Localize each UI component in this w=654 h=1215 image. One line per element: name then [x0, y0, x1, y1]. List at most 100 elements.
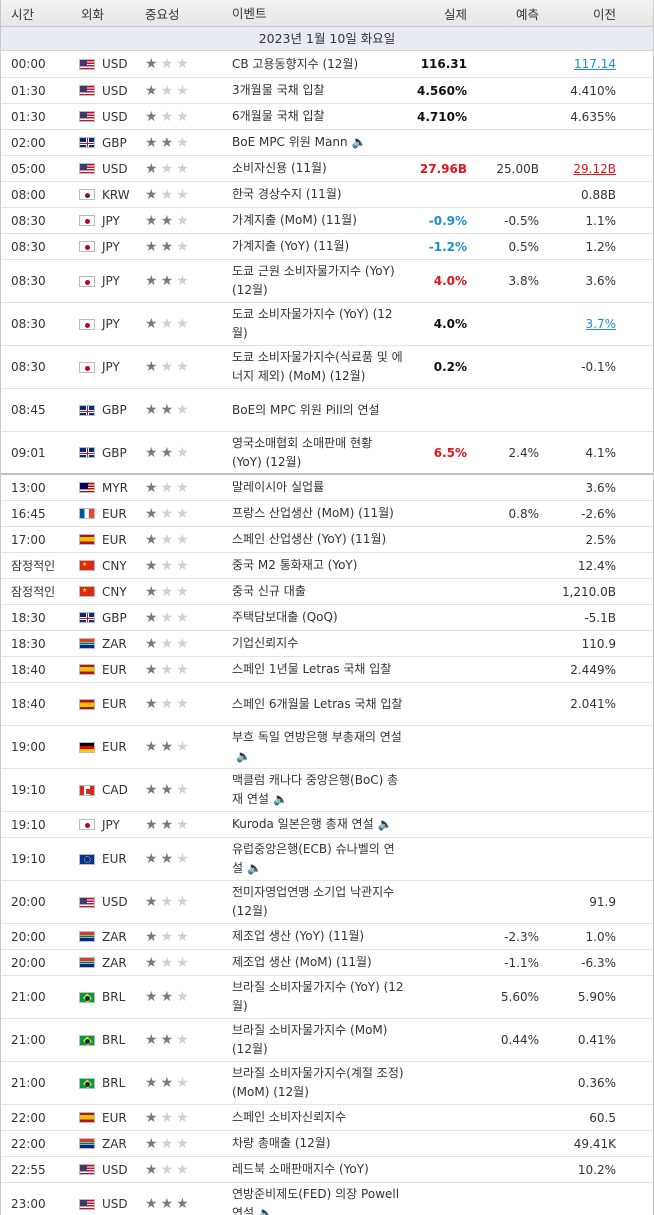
event-name[interactable]: 브라질 소비자물가지수(계절 조정) (MoM) (12월): [232, 1066, 404, 1099]
event-cell[interactable]: 가계지출 (YoY) (11월): [223, 237, 405, 256]
previous-value-text[interactable]: 29.12B: [573, 161, 616, 176]
event-name[interactable]: 소비자신용 (11월): [232, 161, 327, 175]
event-name[interactable]: 제조업 생산 (YoY) (11월): [232, 929, 365, 943]
table-row[interactable]: 23:00 USD ★ ★ ★ 연방준비제도(FED) 의장 Powell 연설 🔈: [1, 1183, 653, 1215]
table-row[interactable]: 19:10 CAD ★ ★ ★ 맥클럼 캐나다 중앙은행(BoC) 총재 연설 🔈: [1, 769, 653, 812]
event-name[interactable]: 한국 경상수지 (11월): [232, 187, 342, 201]
event-name[interactable]: 스페인 소비자신뢰지수: [232, 1110, 347, 1124]
event-name[interactable]: 도쿄 소비자물가지수(식료품 및 에너지 제외) (MoM) (12월): [232, 350, 403, 383]
event-cell[interactable]: 맥클럼 캐나다 중앙은행(BoC) 총재 연설 🔈: [223, 771, 405, 809]
event-name[interactable]: 레드북 소매판매지수 (YoY): [232, 1162, 369, 1176]
table-row[interactable]: 18:40 EUR ★ ★ ★ 스페인 6개월물 Letras 국채 입찰 2.041%: [1, 683, 653, 726]
event-name[interactable]: 스페인 6개월물 Letras 국채 입찰: [232, 696, 403, 711]
table-row[interactable]: 잠정적인 ★ CNY ★ ★ ★ 중국 M2 통화재고 (YoY) 12.4%: [1, 553, 653, 579]
event-cell[interactable]: BoE MPC 위원 Mann 🔈: [223, 133, 405, 152]
event-cell[interactable]: 전미자영업연맹 소기업 낙관지수 (12월): [223, 883, 405, 921]
table-row[interactable]: 05:00 USD ★ ★ ★ 소비자신용 (11월) 27.96B 25.00B 29.12B: [1, 156, 653, 182]
event-cell[interactable]: 브라질 소비자물가지수(계절 조정) (MoM) (12월): [223, 1064, 405, 1102]
event-name[interactable]: 맥클럼 캐나다 중앙은행(BoC) 총재 연설: [232, 773, 399, 806]
table-row[interactable]: 17:00 EUR ★ ★ ★ 스페인 산업생산 (YoY) (11월) 2.5%: [1, 527, 653, 553]
table-row[interactable]: 18:30 ZAR ★ ★ ★ 기업신뢰지수 110.9: [1, 631, 653, 657]
event-cell[interactable]: 말레이시아 실업률: [223, 478, 405, 497]
event-cell[interactable]: 영국소매협회 소매판매 현황 (YoY) (12월): [223, 434, 405, 472]
event-cell[interactable]: 중국 신규 대출: [223, 582, 405, 601]
event-cell[interactable]: 유럽중앙은행(ECB) 슈나벨의 연설 🔈: [223, 840, 405, 878]
event-name[interactable]: 중국 M2 통화재고 (YoY): [232, 558, 358, 572]
event-name[interactable]: 영국소매협회 소매판매 현황 (YoY) (12월): [232, 435, 373, 469]
event-name[interactable]: 스페인 산업생산 (YoY) (11월): [232, 532, 387, 546]
header-time[interactable]: 시간: [11, 6, 35, 22]
event-name[interactable]: 제조업 생산 (MoM) (11월): [232, 955, 372, 969]
event-cell[interactable]: BoE의 MPC 위원 Pill의 연설: [223, 401, 405, 420]
header-actual[interactable]: 실제: [443, 6, 467, 22]
event-name[interactable]: 연방준비제도(FED) 의장 Powell 연설: [232, 1187, 400, 1215]
header-importance[interactable]: 중요성: [145, 6, 180, 22]
event-name[interactable]: 브라질 소비자물가지수 (MoM) (12월): [232, 1023, 388, 1056]
table-row[interactable]: 잠정적인 ★ CNY ★ ★ ★ 중국 신규 대출 1,210.0B: [1, 579, 653, 605]
event-cell[interactable]: 6개월물 국채 입찰: [223, 107, 405, 126]
table-row[interactable]: 21:00 BRL ★ ★ ★ 브라질 소비자물가지수 (YoY) (12월) 5.60% 5…: [1, 976, 653, 1019]
table-row[interactable]: 18:40 EUR ★ ★ ★ 스페인 1년물 Letras 국채 입찰 2.449%: [1, 657, 653, 683]
table-row[interactable]: 08:30 JPY ★ ★ ★ 도쿄 소비자물가지수(식료품 및 에너지 제외) (MoM…: [1, 346, 653, 389]
event-cell[interactable]: 연방준비제도(FED) 의장 Powell 연설 🔈: [223, 1185, 405, 1215]
table-row[interactable]: 09:01 GBP ★ ★ ★ 영국소매협회 소매판매 현황 (YoY) (12월) 6.5…: [1, 432, 653, 475]
event-name[interactable]: 가계지출 (YoY) (11월): [232, 239, 350, 253]
event-name[interactable]: 말레이시아 실업률: [232, 480, 325, 494]
event-cell[interactable]: Kuroda 일본은행 총재 연설 🔈: [223, 815, 405, 834]
header-previous[interactable]: 이전: [592, 6, 616, 22]
table-row[interactable]: 08:00 KRW ★ ★ ★ 한국 경상수지 (11월) 0.88B: [1, 182, 653, 208]
event-cell[interactable]: 도쿄 소비자물가지수 (YoY) (12월): [223, 305, 405, 343]
table-row[interactable]: 20:00 ZAR ★ ★ ★ 제조업 생산 (MoM) (11월) -1.1% -6.3%: [1, 950, 653, 976]
event-name[interactable]: 3개월물 국채 입찰: [232, 83, 325, 97]
table-row[interactable]: 13:00 MYR ★ ★ ★ 말레이시아 실업률 3.6%: [1, 475, 653, 501]
event-cell[interactable]: CB 고용동향지수 (12월): [223, 55, 405, 74]
previous-value[interactable]: 3.7%: [547, 317, 631, 331]
event-cell[interactable]: 제조업 생산 (MoM) (11월): [223, 953, 405, 972]
event-cell[interactable]: 주택담보대출 (QoQ): [223, 608, 405, 627]
header-forecast[interactable]: 예측: [515, 6, 539, 22]
header-event[interactable]: 이벤트: [232, 5, 267, 21]
event-name[interactable]: 도쿄 근원 소비자물가지수 (YoY) (12월): [232, 264, 395, 297]
event-cell[interactable]: 레드북 소매판매지수 (YoY): [223, 1160, 405, 1179]
event-cell[interactable]: 소비자신용 (11월): [223, 159, 405, 178]
event-cell[interactable]: 스페인 산업생산 (YoY) (11월): [223, 530, 405, 549]
table-row[interactable]: 08:30 JPY ★ ★ ★ 도쿄 소비자물가지수 (YoY) (12월) 4.0% 3.7…: [1, 303, 653, 346]
table-row[interactable]: 02:00 GBP ★ ★ ★ BoE MPC 위원 Mann 🔈: [1, 130, 653, 156]
event-cell[interactable]: 차량 총매출 (12월): [223, 1134, 405, 1153]
table-row[interactable]: 19:10 EUR ★ ★ ★ 유럽중앙은행(ECB) 슈나벨의 연설 🔈: [1, 838, 653, 881]
table-row[interactable]: 01:30 USD ★ ★ ★ 6개월물 국채 입찰 4.710% 4.635%: [1, 104, 653, 130]
event-name[interactable]: 도쿄 소비자물가지수 (YoY) (12월): [232, 307, 393, 340]
event-cell[interactable]: 스페인 1년물 Letras 국채 입찰: [223, 660, 405, 679]
event-cell[interactable]: 스페인 소비자신뢰지수: [223, 1108, 405, 1127]
table-row[interactable]: 21:00 BRL ★ ★ ★ 브라질 소비자물가지수 (MoM) (12월) 0.44% 0…: [1, 1019, 653, 1062]
event-cell[interactable]: 브라질 소비자물가지수 (MoM) (12월): [223, 1021, 405, 1059]
previous-value[interactable]: 117.14: [547, 57, 631, 71]
event-name[interactable]: BoE의 MPC 위원 Pill의 연설: [232, 402, 380, 417]
event-name[interactable]: 유럽중앙은행(ECB) 슈나벨의 연설: [232, 842, 395, 875]
event-cell[interactable]: 브라질 소비자물가지수 (YoY) (12월): [223, 978, 405, 1016]
previous-value-text[interactable]: 117.14: [574, 57, 616, 71]
table-row[interactable]: 20:00 ZAR ★ ★ ★ 제조업 생산 (YoY) (11월) -2.3% 1.0%: [1, 924, 653, 950]
table-row[interactable]: 21:00 BRL ★ ★ ★ 브라질 소비자물가지수(계절 조정) (MoM) (12월…: [1, 1062, 653, 1105]
previous-value[interactable]: 29.12B: [547, 162, 631, 176]
table-row[interactable]: 22:00 EUR ★ ★ ★ 스페인 소비자신뢰지수 60.5: [1, 1105, 653, 1131]
table-row[interactable]: 18:30 GBP ★ ★ ★ 주택담보대출 (QoQ) -5.1B: [1, 605, 653, 631]
event-name[interactable]: 브라질 소비자물가지수 (YoY) (12월): [232, 980, 404, 1013]
event-name[interactable]: 차량 총매출 (12월): [232, 1136, 331, 1150]
table-row[interactable]: 08:30 JPY ★ ★ ★ 가계지출 (YoY) (11월) -1.2% 0.5% 1.2%: [1, 234, 653, 260]
event-cell[interactable]: 기업신뢰지수: [223, 634, 405, 653]
table-row[interactable]: 00:00 USD ★ ★ ★ CB 고용동향지수 (12월) 116.31 117.14: [1, 51, 653, 78]
event-name[interactable]: 주택담보대출 (QoQ): [232, 610, 338, 624]
event-name[interactable]: 프랑스 산업생산 (MoM) (11월): [232, 506, 394, 520]
event-cell[interactable]: 한국 경상수지 (11월): [223, 185, 405, 204]
event-name[interactable]: 부흐 독일 연방은행 부총재의 연설: [232, 730, 402, 744]
event-name[interactable]: CB 고용동향지수 (12월): [232, 56, 359, 71]
event-cell[interactable]: 프랑스 산업생산 (MoM) (11월): [223, 504, 405, 523]
header-currency[interactable]: 외화: [81, 6, 105, 22]
event-cell[interactable]: 스페인 6개월물 Letras 국채 입찰: [223, 695, 405, 714]
event-name[interactable]: 스페인 1년물 Letras 국채 입찰: [232, 662, 392, 676]
event-cell[interactable]: 도쿄 소비자물가지수(식료품 및 에너지 제외) (MoM) (12월): [223, 348, 405, 386]
event-cell[interactable]: 부흐 독일 연방은행 부총재의 연설 🔈: [223, 728, 405, 766]
table-row[interactable]: 19:10 JPY ★ ★ ★ Kuroda 일본은행 총재 연설 🔈: [1, 812, 653, 838]
table-row[interactable]: 22:55 USD ★ ★ ★ 레드북 소매판매지수 (YoY) 10.2%: [1, 1157, 653, 1183]
